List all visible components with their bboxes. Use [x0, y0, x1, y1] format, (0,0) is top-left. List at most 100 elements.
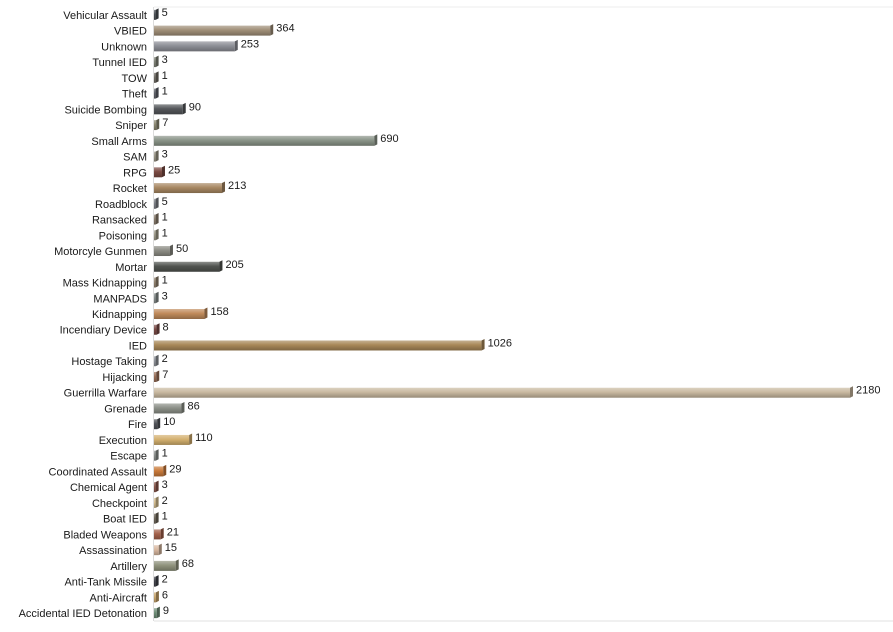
category-label: Hostage Taking [71, 356, 147, 368]
bar-side-theft [155, 87, 159, 99]
category-label: Boat IED [103, 514, 147, 526]
data-label: 6 [162, 589, 168, 601]
bar-side-assassination [158, 543, 162, 556]
bar-tunnel-ied [154, 57, 156, 68]
category-label: Poisoning [99, 230, 147, 242]
data-label: 68 [182, 558, 194, 570]
category-label: Motorcyle Gunmen [54, 246, 147, 258]
bar-side-execution [189, 433, 193, 445]
bar-execution [154, 434, 190, 445]
bar-assassination [154, 545, 159, 556]
data-label: 1 [162, 275, 168, 287]
data-label: 15 [165, 542, 177, 554]
category-label: Execution [99, 435, 147, 447]
category-label: Roadblock [95, 199, 147, 211]
bar-side-hostage-taking [155, 354, 159, 367]
category-label: Coordinated Assault [49, 466, 147, 478]
category-label: Assassination [79, 545, 147, 557]
bar-tow [154, 72, 156, 83]
bar-kidnapping [154, 309, 205, 319]
data-label: 3 [162, 149, 168, 161]
bar-anti-aircraft [154, 592, 156, 603]
category-label: Chemical Agent [70, 482, 147, 494]
data-label: 110 [195, 432, 213, 444]
category-label: Mass Kidnapping [63, 278, 147, 290]
bar-ied [154, 340, 482, 351]
category-label: Mortar [115, 262, 147, 274]
bar-side-accidental-ied-detonation [156, 606, 160, 619]
data-label: 1 [162, 212, 168, 224]
data-label: 8 [163, 322, 169, 334]
data-label: 213 [228, 180, 246, 192]
category-label: Suicide Bombing [64, 104, 147, 116]
data-label: 1 [162, 511, 168, 523]
bar-unknown [154, 41, 235, 52]
category-label: Accidental IED Detonation [19, 608, 147, 620]
bar-anti-tank-missile [154, 576, 156, 587]
data-label: 2 [162, 353, 168, 365]
data-label: 5 [162, 196, 168, 208]
data-label: 50 [176, 243, 188, 255]
bar-side-rpg [161, 165, 165, 178]
category-label: Theft [122, 89, 147, 101]
data-label: 364 [276, 23, 294, 35]
data-label: 3 [162, 290, 168, 302]
bar-side-ied [481, 338, 485, 351]
data-label: 1 [162, 448, 168, 460]
bar-fire [154, 419, 158, 430]
bar-side-coordinated-assault [163, 464, 167, 477]
data-label: 2180 [856, 385, 880, 397]
bar-side-fire [157, 417, 161, 430]
category-label: Fire [128, 419, 147, 431]
category-label: Anti-Aircraft [90, 592, 147, 604]
bar-incendiary-device [154, 324, 157, 335]
category-label: SAM [123, 152, 147, 164]
data-label: 10 [163, 416, 175, 428]
bar-artillery [154, 560, 176, 571]
data-label: 90 [189, 101, 201, 113]
data-label: 3 [162, 54, 168, 66]
bar-roadblock [154, 198, 156, 209]
category-label: TOW [122, 73, 148, 85]
bar-side-artillery [175, 559, 179, 571]
axes: Vehicular Assault VBIED Unknown Tunnel IED T… [19, 6, 893, 622]
data-label: 1 [162, 86, 168, 98]
bar-side-motorcyle-gunmen [169, 244, 173, 257]
data-label: 1026 [488, 337, 512, 349]
bar-escape [154, 450, 156, 461]
bar-mortar [154, 261, 220, 272]
bar-small-arms [154, 135, 375, 146]
category-label: Unknown [101, 41, 147, 53]
category-label: IED [129, 340, 147, 352]
data-label: 253 [241, 38, 259, 50]
data-label: 1 [162, 70, 168, 82]
bars-group: 5364253311907690325213511502051315881026… [154, 7, 880, 619]
data-label: 205 [225, 259, 243, 271]
bar-side-guerrilla-warfare [850, 386, 853, 398]
category-label: Hijacking [102, 372, 147, 384]
category-label: Grenade [104, 403, 147, 415]
category-label: Kidnapping [92, 309, 147, 321]
data-label: 158 [210, 306, 228, 318]
bar-suicide-bombing [154, 104, 183, 115]
bar-ransacked [154, 214, 156, 225]
bar-side-boat-ied [155, 512, 159, 524]
bar-side-kidnapping [204, 307, 208, 319]
bar-side-suicide-bombing [182, 102, 186, 115]
data-label: 1 [162, 227, 168, 239]
data-label: 690 [380, 133, 398, 145]
bar-side-chemical-agent [155, 480, 159, 493]
bar-side-hijacking [156, 370, 160, 382]
bar-vehicular-assault [154, 9, 156, 20]
bar-side-mortar [219, 260, 223, 272]
data-label: 3 [162, 479, 168, 491]
category-label: MANPADS [93, 293, 147, 305]
bar-checkpoint [154, 497, 156, 508]
category-label: Guerrilla Warfare [64, 388, 147, 400]
data-label: 29 [169, 463, 181, 475]
data-label: 7 [162, 117, 168, 129]
bar-manpads [154, 293, 156, 304]
bar-theft [154, 88, 156, 99]
